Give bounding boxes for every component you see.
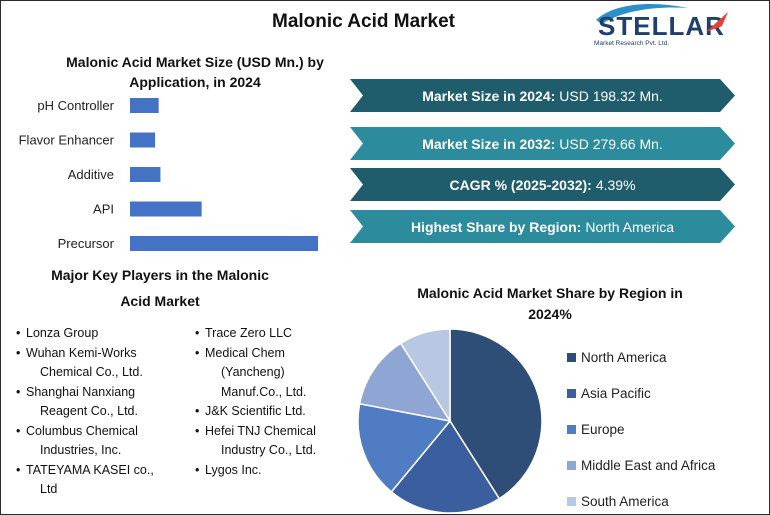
pie-slice: [399, 328, 451, 424]
player-name: Hefei TNJ Chemical: [205, 423, 316, 438]
player-name: Columbus Chemical: [26, 423, 138, 438]
key-players-title-line-1: Major Key Players in the Malonic: [51, 267, 269, 283]
key-players-list-right: Trace Zero LLC Medical Chem (Yancheng) Man…: [193, 324, 353, 480]
logo-swoosh-icon: [596, 4, 688, 24]
bar-category-label: Precursor: [58, 236, 115, 251]
ribbon-label: Highest Share by Region:: [410, 218, 582, 235]
legend-label: North America: [581, 349, 667, 365]
pie-slice: [390, 419, 501, 514]
legend-swatch: [567, 388, 576, 398]
legend-label: Middle East and Africa: [581, 457, 716, 473]
ribbon-label: CAGR % (2025-2032):: [449, 176, 592, 193]
player-name-cont: Manuf.Co., Ltd.: [221, 384, 307, 399]
ribbon-market-size-2024: Market Size in 2024: USD 198.32 Mn.: [350, 79, 735, 112]
player-name-cont: Reagent Co., Ltd.: [40, 404, 138, 418]
pie-chart-title-line-1: Malonic Acid Market Share by Region in: [417, 285, 683, 301]
bar-category-label: Additive: [68, 167, 114, 182]
bar: [130, 98, 159, 113]
stellar-logo: STELLAR: [596, 4, 728, 41]
legend-label: South America: [581, 493, 669, 509]
bar: [130, 167, 161, 182]
bar: [130, 132, 156, 148]
bar: [130, 201, 202, 217]
legend-swatch: [567, 460, 576, 470]
list-item: Medical Chem (Yancheng) Manuf.Co., Ltd.: [193, 344, 353, 403]
bar-category-label: Flavor Enhancer: [19, 133, 115, 148]
player-name: Shanghai Nanxiang: [26, 384, 136, 399]
ribbon-cagr: CAGR % (2025-2032): 4.39%: [350, 168, 735, 201]
player-name: J&K Scientific Ltd.: [205, 404, 306, 418]
ribbon-value: 4.39%: [595, 176, 636, 193]
ribbon-label: Market Size in 2024:: [422, 87, 556, 104]
player-name: Wuhan Kemi-Works: [26, 345, 137, 360]
legend-label: Asia Pacific: [581, 385, 651, 401]
bar-category-label: pH Controller: [37, 98, 114, 113]
key-players-title-line-2: Acid Market: [120, 293, 200, 309]
logo-text: STELLAR: [598, 11, 725, 41]
ribbon-value: USD 279.66 Mn.: [559, 135, 663, 152]
bar-chart: pH Controller Flavor Enhancer Additive API P…: [19, 98, 319, 251]
bar-chart-title: Malonic Acid Market Size (USD Mn.) by Ap…: [40, 52, 350, 92]
ribbon-label: Market Size in 2032:: [422, 135, 556, 152]
pie-slice: [358, 342, 452, 423]
list-item: Wuhan Kemi-Works Chemical Co., Ltd.: [14, 344, 184, 383]
pie-chart-title: Malonic Acid Market Share by Region in 2…: [395, 283, 705, 325]
player-name-cont: Chemical Co., Ltd.: [40, 365, 143, 379]
player-name-cont: Ltd: [40, 482, 58, 496]
player-name: Lygos Inc.: [205, 462, 262, 477]
player-name: TATEYAMA KASEI co.,: [26, 462, 154, 477]
pie-chart: [357, 328, 543, 514]
list-item: TATEYAMA KASEI co., Ltd: [14, 461, 184, 500]
ribbon-highest-share: Highest Share by Region: North America: [350, 210, 735, 243]
list-item: Trace Zero LLC: [193, 324, 353, 344]
legend-swatch: [567, 424, 576, 434]
list-item: J&K Scientific Ltd.: [193, 402, 353, 422]
pie-slice: [357, 402, 452, 493]
list-item: Columbus Chemical Industries, Inc.: [14, 422, 184, 461]
pie-legend: North America Asia Pacific Europe Middle Ea…: [567, 339, 715, 515]
legend-item: North America: [567, 339, 715, 375]
bar-chart-title-line-1: Malonic Acid Market Size (USD Mn.) by: [66, 54, 324, 70]
list-item: Lonza Group: [14, 324, 184, 344]
logo-arrow-icon: [706, 12, 728, 32]
bar: [130, 236, 319, 251]
legend-swatch: [567, 496, 576, 506]
key-players-list-left: Lonza Group Wuhan Kemi-Works Chemical Co.…: [14, 324, 184, 500]
bar-chart-title-line-2: Application, in 2024: [129, 74, 261, 90]
player-name-cont: Industry Co., Ltd.: [221, 443, 317, 457]
legend-item: Middle East and Africa: [567, 447, 715, 483]
ribbon-value: North America: [585, 218, 675, 235]
ribbon-market-size-2032: Market Size in 2032: USD 279.66 Mn.: [350, 127, 735, 160]
player-name: Lonza Group: [26, 326, 99, 340]
player-name: Medical Chem: [205, 345, 285, 360]
logo-subtitle: Market Research Pvt. Ltd.: [594, 40, 670, 47]
player-name: Trace Zero LLC: [205, 326, 293, 340]
legend-item: Europe: [567, 411, 715, 447]
player-name-cont: (Yancheng): [221, 365, 285, 379]
list-item: Lygos Inc.: [193, 461, 353, 481]
key-players-title: Major Key Players in the Malonic Acid Ma…: [30, 262, 290, 314]
pie-chart-title-line-2: 2024%: [528, 306, 572, 322]
list-item: Hefei TNJ Chemical Industry Co., Ltd.: [193, 422, 353, 461]
legend-swatch: [567, 352, 576, 362]
main-title: Malonic Acid Market: [272, 11, 456, 32]
player-name-cont: Industries, Inc.: [40, 443, 122, 457]
bar-category-label: API: [93, 202, 114, 217]
legend-item: Asia Pacific: [567, 375, 715, 411]
legend-label: Europe: [581, 421, 625, 437]
ribbon-value: USD 198.32 Mn.: [559, 87, 663, 104]
list-item: Shanghai Nanxiang Reagent Co., Ltd.: [14, 383, 184, 422]
legend-item: South America: [567, 483, 715, 515]
